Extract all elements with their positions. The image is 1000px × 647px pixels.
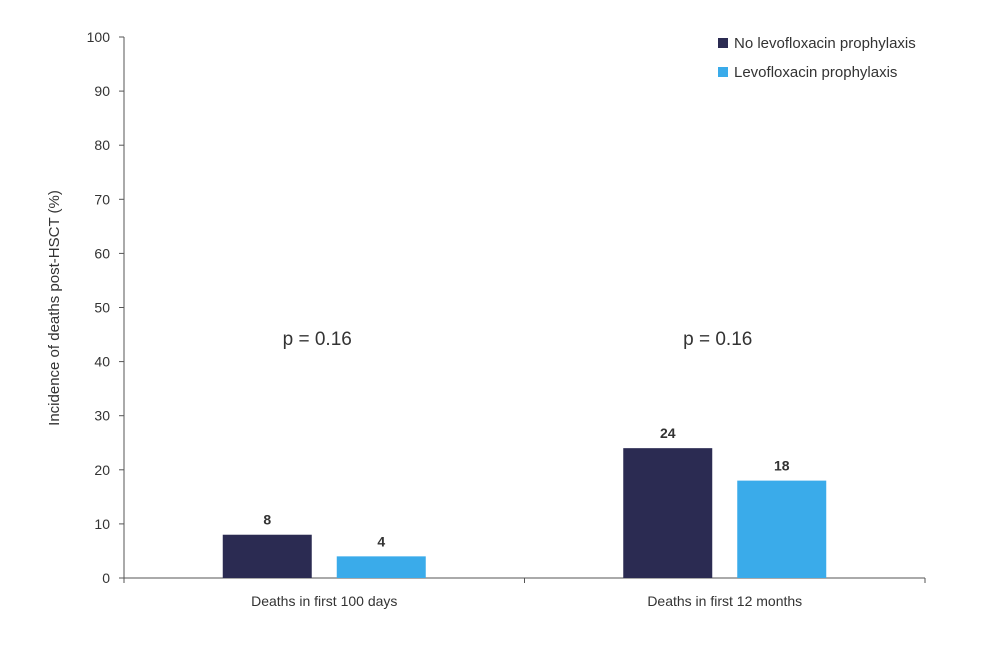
y-tick-label: 0 [102, 570, 110, 586]
y-tick-label: 20 [94, 462, 110, 478]
y-tick-label: 10 [94, 516, 110, 532]
y-tick-label: 30 [94, 408, 110, 424]
legend-swatch [718, 67, 728, 77]
y-tick-label: 40 [94, 354, 110, 370]
y-axis-title: Incidence of deaths post-HSCT (%) [46, 190, 63, 426]
data-labels: 8 4 24 18 [263, 425, 789, 549]
data-label: 4 [377, 533, 385, 549]
bar [623, 448, 713, 578]
y-axis: 0 10 20 30 40 50 60 70 80 90 100 [87, 29, 125, 586]
data-label: 24 [660, 425, 676, 441]
x-axis: Deaths in first 100 days Deaths in first … [123, 577, 926, 609]
bars [222, 448, 827, 578]
y-tick-label: 90 [94, 83, 110, 99]
x-tick-label: Deaths in first 100 days [251, 593, 397, 609]
y-tick-label: 100 [87, 29, 111, 45]
bar [222, 534, 312, 578]
legend-label: Levofloxacin prophylaxis [734, 64, 897, 81]
legend: No levofloxacin prophylaxis Levofloxacin … [718, 35, 916, 81]
y-tick-label: 70 [94, 191, 110, 207]
p-value-annotation: p = 0.16 [283, 329, 352, 350]
legend-swatch [718, 38, 728, 48]
y-tick-label: 80 [94, 137, 110, 153]
legend-label: No levofloxacin prophylaxis [734, 35, 916, 52]
bar [336, 556, 426, 578]
x-tick-label: Deaths in first 12 months [647, 593, 802, 609]
data-label: 8 [263, 512, 271, 528]
bar [737, 480, 827, 578]
data-label: 18 [774, 458, 790, 474]
y-tick-label: 60 [94, 245, 110, 261]
y-tick-label: 50 [94, 300, 110, 316]
p-value-annotation: p = 0.16 [683, 329, 752, 350]
annotations: p = 0.16 p = 0.16 [283, 329, 753, 350]
